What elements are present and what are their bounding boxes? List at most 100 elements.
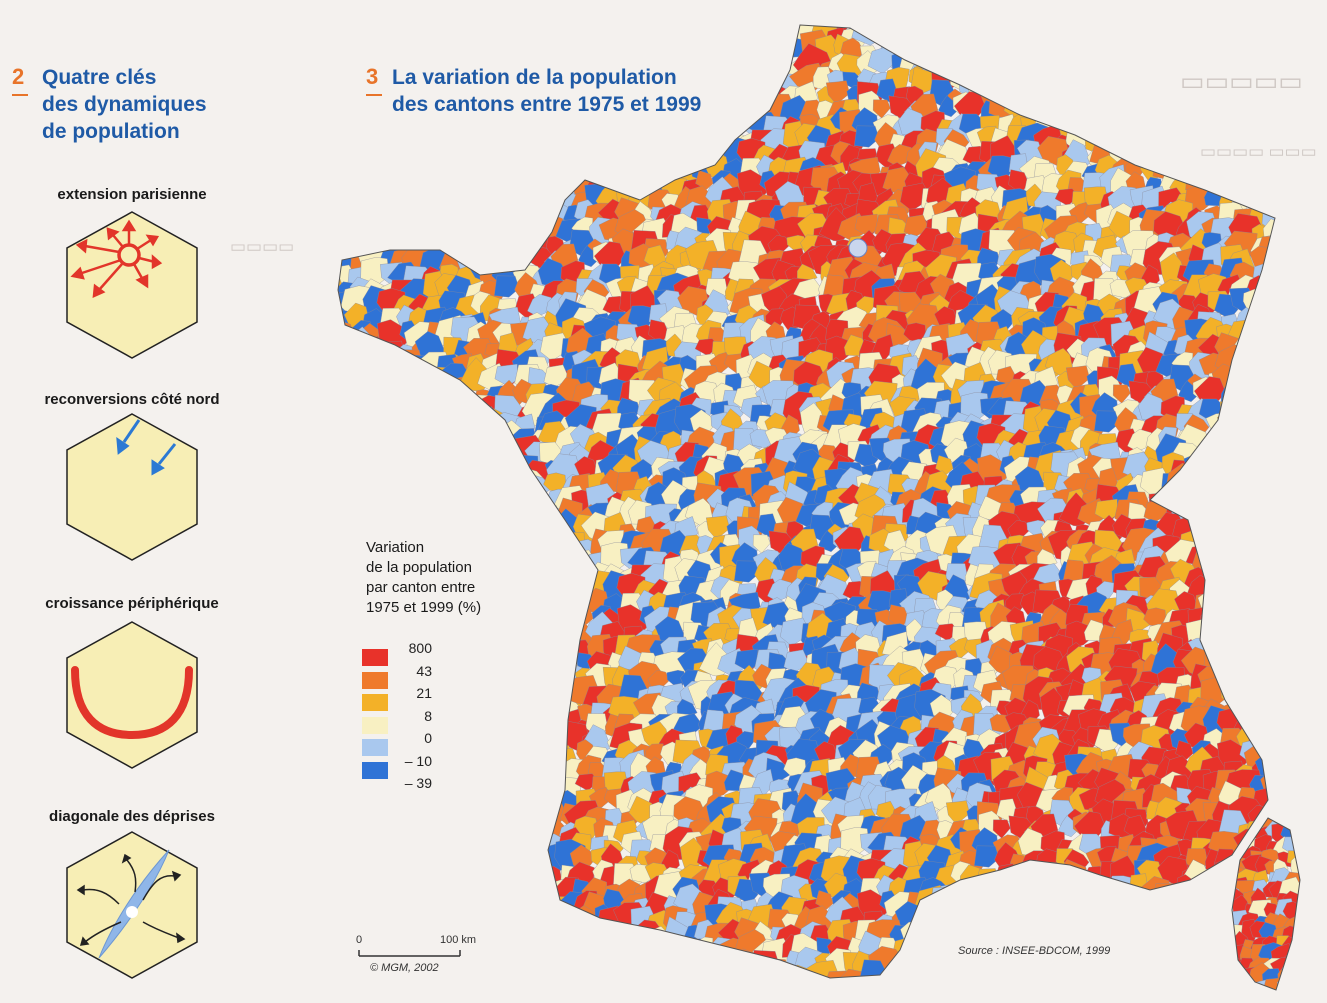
canton-area [1082,82,1113,112]
canton-area [1131,109,1159,136]
canton-area [651,69,677,94]
canton-area [417,856,452,884]
canton-area [991,919,1021,948]
canton-area [338,141,347,172]
canton-area [499,812,529,841]
canton-area [378,203,410,230]
canton-area [388,94,422,126]
canton-area [600,63,634,103]
canton-area [935,455,954,475]
canton-area [414,113,447,144]
canton-area [417,397,447,424]
canton-area [507,574,540,606]
legend-class-value: 21 [416,685,432,701]
canton-area [627,139,660,171]
canton-area [341,592,368,620]
canton-area [438,51,467,78]
canton-area [1038,861,1058,881]
canton-area [1144,25,1179,40]
canton-area [1215,569,1251,607]
canton-area [346,877,381,908]
canton-area [541,63,569,92]
canton-area [1109,67,1141,99]
canton-area [1109,50,1145,78]
canton-area [530,535,557,561]
canton-area [454,834,476,860]
canton-area [659,123,691,156]
canton-area [758,25,786,51]
canton-area [487,25,506,34]
canton-area [517,834,542,857]
canton-area [440,144,461,166]
canton-area [1243,379,1267,405]
canton-area [574,31,600,59]
canton-area [411,71,438,100]
canton-area [1124,61,1157,94]
canton-area [916,924,944,956]
key-label-reconversions-nord: reconversions côté nord [44,391,220,408]
canton-area [1257,121,1275,149]
canton-area [444,839,477,872]
canton-area [338,212,343,246]
canton-area [437,967,465,978]
canton-area [1227,74,1255,97]
canton-area [338,830,349,857]
canton-area [487,590,515,616]
canton-area [1070,957,1090,978]
canton-area [378,126,401,151]
canton-area [346,25,372,50]
canton-area [975,25,1012,33]
canton-area [486,670,507,694]
canton-area [338,946,348,978]
canton-area [1200,45,1226,66]
canton-area [1153,883,1178,907]
canton-area [1261,37,1275,64]
canton-area [681,957,699,978]
canton-area [1238,398,1257,423]
canton-area [470,847,512,881]
canton-area [405,458,425,479]
canton-area [1260,655,1275,678]
canton-area [1041,887,1069,915]
canton-area [378,389,411,424]
canton-area [392,813,416,841]
canton-area [1023,46,1057,77]
canton-area [598,138,630,166]
canton-area [416,25,435,42]
canton-area [1218,623,1250,650]
canton-area [511,770,534,799]
canton-area [1054,969,1076,978]
canton-area [1227,440,1255,465]
canton-area [588,109,616,137]
canton-area [312,84,336,112]
canton-area [492,771,523,801]
canton-area [523,588,552,614]
canton-area [369,437,403,470]
canton-area [338,647,353,680]
canton-area [763,964,787,978]
canton-area [638,935,671,969]
canton-area [542,106,579,140]
canton-area [1051,919,1079,945]
canton-area [1260,25,1275,48]
canton-area [590,25,614,49]
canton-area [1244,616,1272,646]
canton-area [525,42,552,64]
canton-area [529,81,551,105]
canton-area [394,150,424,183]
canton-area [457,235,480,255]
canton-area [555,49,591,81]
canton-area [740,970,761,978]
canton-area [1232,549,1262,572]
canton-area [345,378,375,408]
canton-area [617,139,645,168]
canton-area [1183,941,1212,966]
canton-area [524,710,554,733]
canton-area [440,695,465,725]
canton-area [516,228,538,253]
canton-area [338,92,347,121]
canton-area [968,25,988,29]
canton-area [449,112,472,137]
canton-area [1075,36,1093,58]
